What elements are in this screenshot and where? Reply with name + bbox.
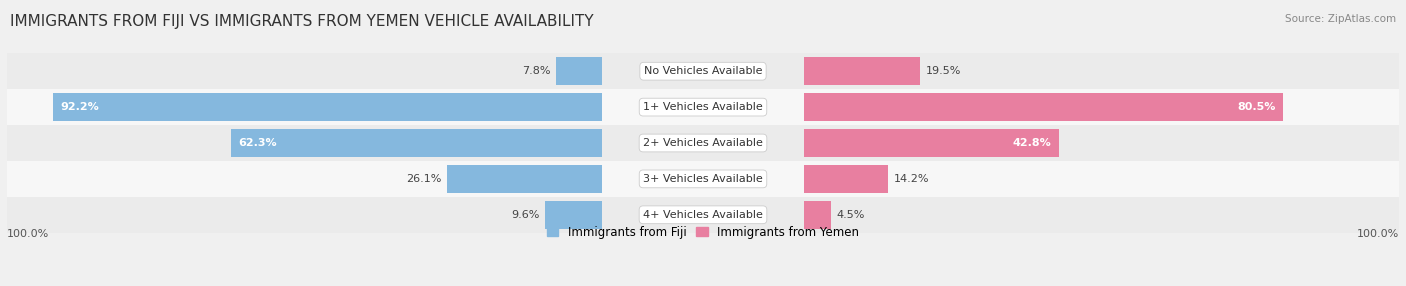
Text: No Vehicles Available: No Vehicles Available [644, 66, 762, 76]
Text: 4+ Vehicles Available: 4+ Vehicles Available [643, 210, 763, 220]
Text: IMMIGRANTS FROM FIJI VS IMMIGRANTS FROM YEMEN VEHICLE AVAILABILITY: IMMIGRANTS FROM FIJI VS IMMIGRANTS FROM … [10, 14, 593, 29]
Text: 92.2%: 92.2% [60, 102, 100, 112]
Bar [804, 129, 1059, 157]
Text: 26.1%: 26.1% [406, 174, 441, 184]
Bar [7, 197, 1399, 233]
Legend: Immigrants from Fiji, Immigrants from Yemen: Immigrants from Fiji, Immigrants from Ye… [541, 221, 865, 243]
Text: 2+ Vehicles Available: 2+ Vehicles Available [643, 138, 763, 148]
Text: 9.6%: 9.6% [510, 210, 540, 220]
Bar [546, 201, 602, 229]
Text: 3+ Vehicles Available: 3+ Vehicles Available [643, 174, 763, 184]
Bar [804, 165, 889, 193]
Text: 19.5%: 19.5% [925, 66, 960, 76]
Bar [555, 57, 602, 85]
Text: 100.0%: 100.0% [7, 229, 49, 239]
Text: 62.3%: 62.3% [239, 138, 277, 148]
Text: Source: ZipAtlas.com: Source: ZipAtlas.com [1285, 14, 1396, 24]
Text: 7.8%: 7.8% [522, 66, 550, 76]
Text: 4.5%: 4.5% [837, 210, 865, 220]
Text: 100.0%: 100.0% [1357, 229, 1399, 239]
Bar [7, 161, 1399, 197]
Text: 1+ Vehicles Available: 1+ Vehicles Available [643, 102, 763, 112]
Bar [804, 57, 920, 85]
Bar [7, 125, 1399, 161]
Text: 42.8%: 42.8% [1012, 138, 1052, 148]
Bar [804, 93, 1282, 121]
Bar [7, 89, 1399, 125]
Bar [232, 129, 602, 157]
Text: 14.2%: 14.2% [894, 174, 929, 184]
Bar [447, 165, 602, 193]
Bar [53, 93, 602, 121]
Text: 80.5%: 80.5% [1237, 102, 1277, 112]
Bar [804, 201, 831, 229]
Bar [7, 53, 1399, 89]
